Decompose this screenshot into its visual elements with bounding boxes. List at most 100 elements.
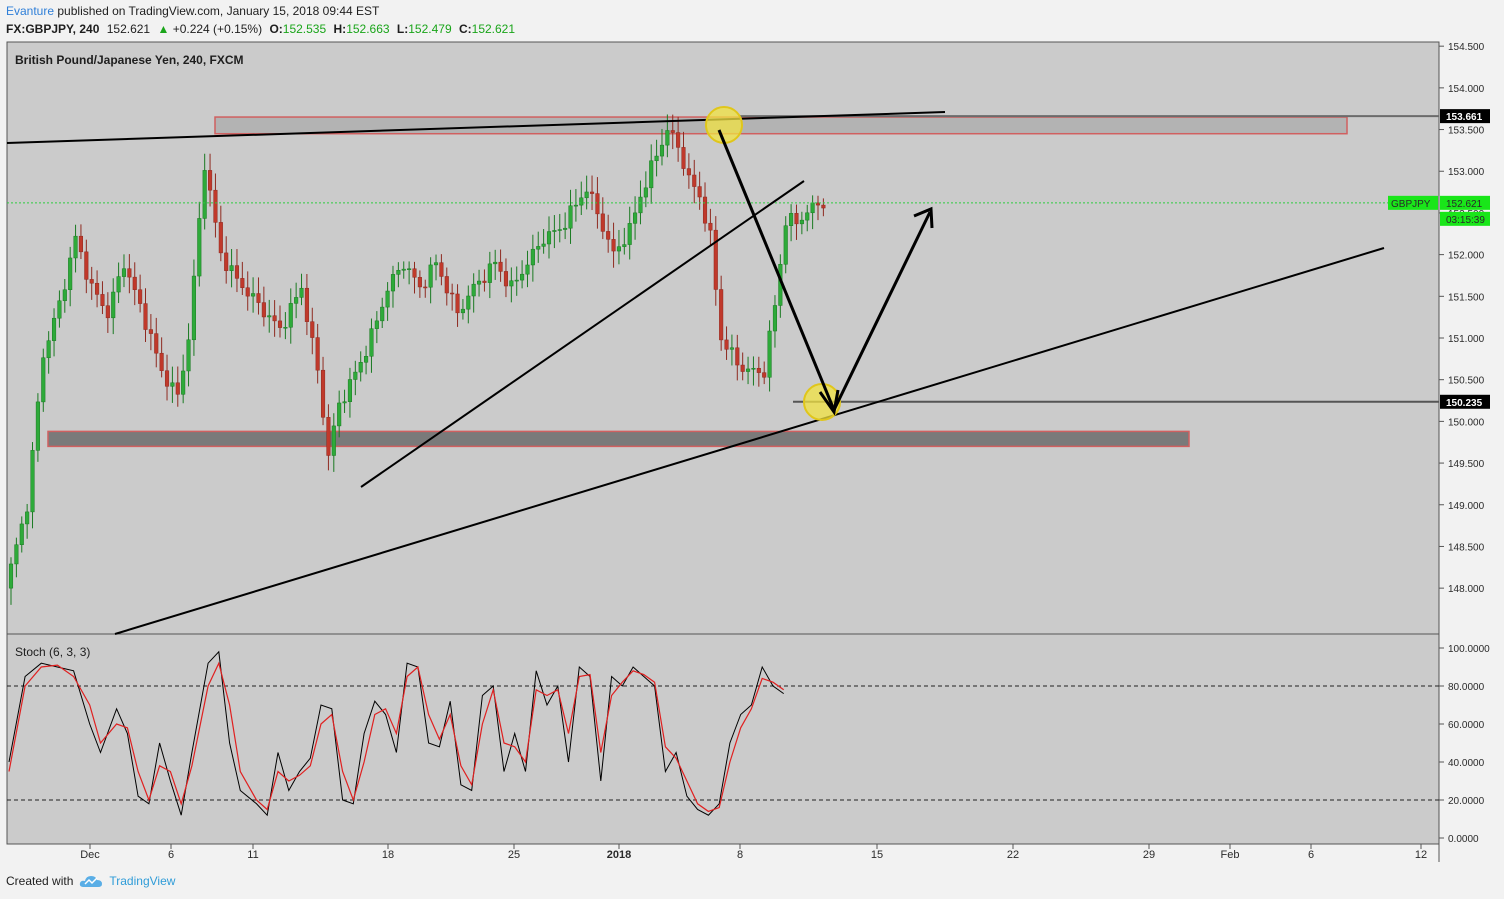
candle-body: [466, 295, 471, 310]
svg-text:152.621: 152.621: [1446, 199, 1483, 210]
stoch-tick-label: 60.0000: [1448, 720, 1485, 731]
candle-body: [530, 248, 535, 266]
candle-body: [579, 197, 584, 206]
candle-body: [713, 229, 718, 290]
tradingview-link[interactable]: TradingView: [109, 874, 176, 888]
candle-body: [121, 268, 127, 277]
svg-text:153.661: 153.661: [1446, 112, 1483, 123]
time-tick-label: Dec: [80, 849, 100, 861]
candle-body: [186, 339, 191, 372]
rising-trendline[interactable]: [360, 180, 805, 488]
stoch-tick-label: 0.0000: [1448, 834, 1479, 845]
candle-body: [326, 417, 331, 456]
stoch-tick-label: 20.0000: [1448, 796, 1485, 807]
candle-body: [477, 280, 482, 285]
candle-body: [794, 213, 799, 225]
candle-body: [433, 262, 439, 266]
candle-body: [57, 300, 62, 319]
time-tick-label: 8: [737, 849, 743, 861]
resistance-price-label: 153.661: [1440, 109, 1490, 124]
time-tick-label: 6: [1308, 849, 1314, 861]
candle-body: [369, 328, 374, 357]
candle-body: [676, 132, 681, 148]
candle-body: [584, 191, 589, 199]
up-arrow-icon[interactable]: [832, 206, 934, 411]
candle-body: [25, 511, 30, 525]
top-highlight-circle[interactable]: [705, 106, 743, 144]
candle-body: [374, 320, 379, 329]
price-tick-label: 148.000: [1448, 584, 1485, 595]
candle-body: [460, 308, 465, 314]
upper-trendline[interactable]: [6, 111, 946, 144]
candle-body: [423, 286, 428, 289]
publish-info: Evanture published on TradingView.com, J…: [6, 4, 379, 18]
time-tick-label: 12: [1415, 849, 1427, 861]
candle-body: [154, 333, 159, 354]
candle-body: [627, 223, 632, 245]
price-tick-label: 154.500: [1448, 42, 1485, 53]
candle-body: [304, 287, 309, 322]
candle-body: [799, 219, 804, 225]
stoch-tick-label: 40.0000: [1448, 758, 1485, 769]
support-zone[interactable]: [47, 430, 1190, 448]
candle-body: [267, 315, 272, 318]
high-value: 152.663: [346, 22, 390, 36]
down-arrow-icon[interactable]: [717, 129, 840, 416]
time-tick-label: Feb: [1221, 849, 1240, 861]
candle-body: [600, 213, 605, 232]
up-arrow-icon: ▲: [157, 22, 170, 36]
candle-body: [385, 290, 390, 308]
candle-body: [633, 212, 638, 224]
candle-body: [815, 202, 821, 206]
price-tick-label: 149.500: [1448, 459, 1485, 470]
candle-body: [191, 275, 196, 341]
candle-body: [202, 170, 207, 219]
stoch-pane[interactable]: [6, 633, 1440, 845]
close-value: 152.621: [471, 22, 516, 36]
candle-body: [170, 382, 175, 387]
candle-body: [412, 268, 417, 278]
candle-body: [697, 186, 702, 198]
price-tick-label: 154.000: [1448, 84, 1485, 95]
published-text: published on TradingView.com, January 15…: [57, 4, 380, 18]
candle-body: [455, 293, 460, 314]
candle-body: [509, 280, 514, 287]
candle-body: [498, 261, 503, 272]
candle-body: [719, 289, 724, 341]
candle-body: [224, 252, 229, 271]
author-link[interactable]: Evanture: [6, 4, 55, 18]
candle-body: [606, 231, 611, 240]
candle-body: [595, 193, 600, 215]
time-tick-label: 11: [247, 849, 258, 861]
candle-body: [46, 340, 51, 359]
low-label: L:: [396, 22, 409, 36]
time-tick-label: 6: [168, 849, 174, 861]
candle-body: [756, 367, 761, 373]
candle-body: [229, 265, 234, 271]
candle-body: [95, 282, 100, 295]
candle-body: [493, 261, 498, 265]
symbol-label: FX:GBPJPY, 240: [6, 22, 100, 36]
time-tick-label: 15: [871, 849, 883, 861]
candle-body: [487, 263, 492, 283]
candle-body: [19, 523, 24, 545]
candle-body: [164, 370, 170, 387]
candle-body: [175, 382, 180, 395]
candle-body: [525, 264, 530, 275]
candle-body: [261, 302, 266, 318]
stoch-tick-label: 80.0000: [1448, 682, 1485, 693]
candle-body: [213, 189, 218, 223]
candle-body: [746, 368, 751, 372]
svg-text:03:15:39: 03:15:39: [1446, 215, 1485, 226]
candle-body: [127, 268, 132, 278]
candle-body: [353, 371, 358, 380]
candle-body: [51, 317, 57, 341]
candle-body: [520, 273, 525, 281]
candle-body: [563, 227, 568, 230]
time-tick-label: 25: [508, 849, 520, 861]
candle-body: [35, 401, 40, 451]
stoch-title: Stoch (6, 3, 3): [15, 645, 90, 659]
long-support-trendline[interactable]: [114, 247, 1385, 635]
current-price-label: GBPJPY 152.621 03:15:39: [1388, 195, 1490, 226]
